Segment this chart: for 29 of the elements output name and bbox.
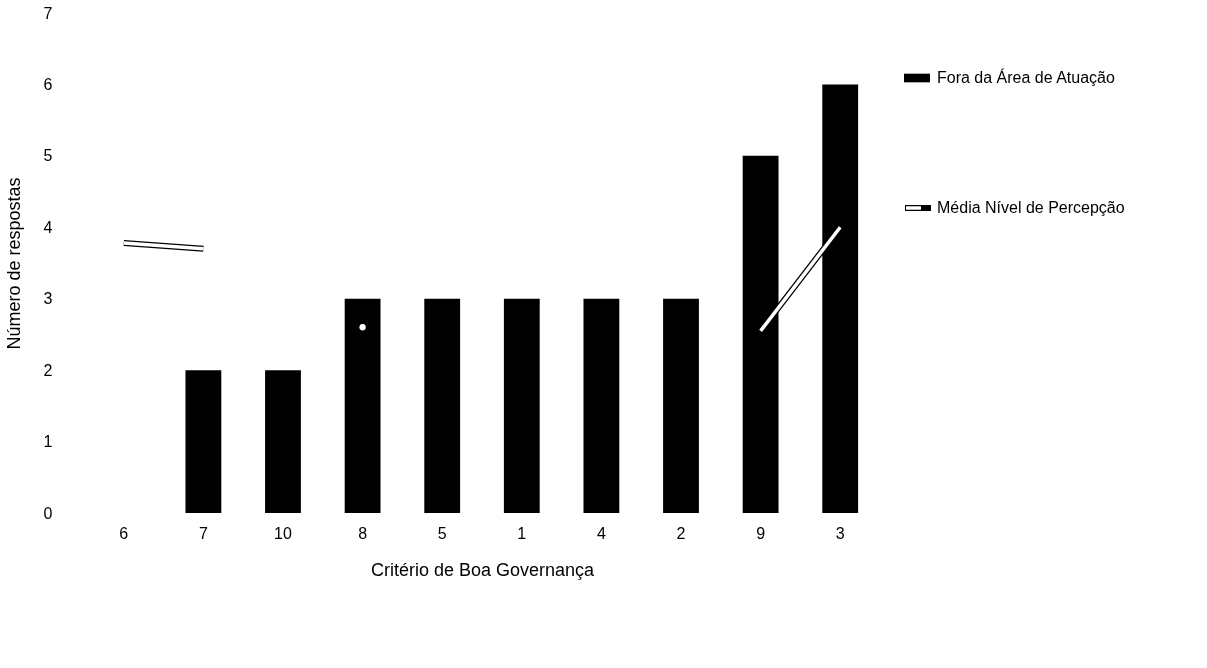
x-axis-title: Critério de Boa Governança [370,559,596,580]
y-tick-label: 4 [43,218,53,236]
bar [583,298,620,513]
x-tick-label: 1 [517,524,527,542]
bar [663,298,699,513]
y-axis-title: Número de respostas [3,177,24,350]
x-tick-label: 8 [358,524,368,542]
y-tick-label: 5 [43,147,53,165]
legend-label: Fora da Área de Atuação [937,68,1115,86]
x-tick-label: 9 [756,524,766,542]
x-tick-label: 3 [835,524,845,542]
legend-label: Média Nível de Percepção [937,199,1125,216]
x-tick-label: 5 [437,524,447,542]
x-tick-label: 7 [198,524,208,542]
bar [265,370,301,513]
x-tick-label: 4 [596,524,606,542]
bar [503,298,540,513]
y-tick-label: 1 [43,433,53,451]
y-tick-label: 3 [43,290,53,308]
y-tick-label: 2 [43,361,53,379]
bar [344,298,381,513]
y-tick-label: 0 [43,504,53,522]
y-tick-label: 7 [43,4,53,22]
x-tick-label: 10 [274,524,292,542]
x-tick-label: 6 [119,524,129,542]
bar [185,370,222,513]
bar [424,298,461,513]
x-tick-label: 2 [676,524,686,542]
y-tick-label: 6 [43,75,53,93]
